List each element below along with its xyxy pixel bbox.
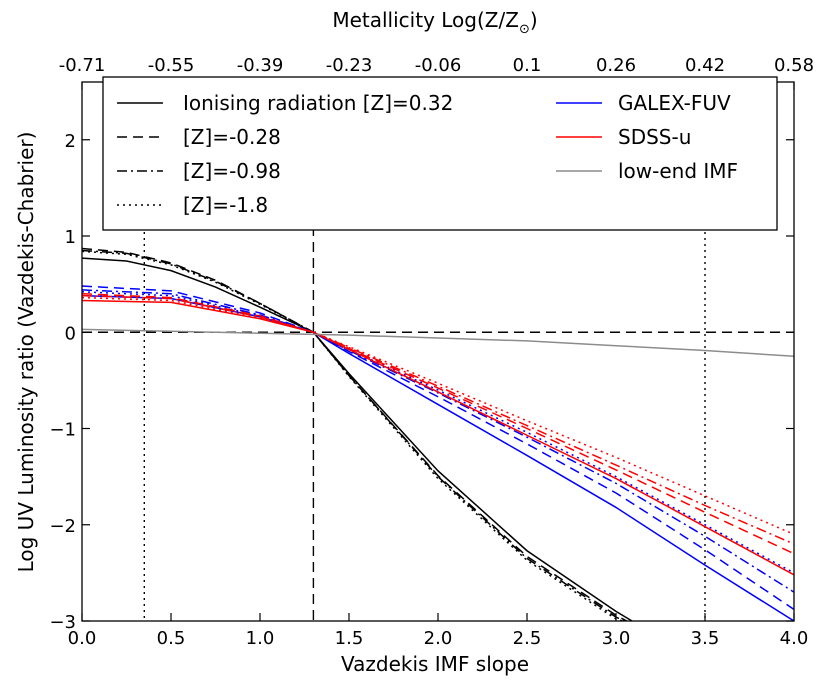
y-tick-label: 2: [65, 131, 76, 152]
series-line-5: [82, 285, 794, 611]
legend-label: [Z]=-1.8: [183, 193, 268, 217]
series-line-10: [82, 294, 794, 545]
x-tick-label: 4.0: [780, 628, 809, 649]
top-axis-title-subscript: ⊙: [519, 22, 530, 37]
x-tick-label: 0.0: [68, 628, 97, 649]
top-tick-label: -0.06: [415, 55, 462, 76]
y-tick-label: 1: [65, 227, 76, 248]
x-axis-title: Vazdekis IMF slope: [341, 652, 529, 676]
y-axis-title: Log UV Luminosity ratio (Vazdekis-Chabri…: [14, 132, 38, 573]
y-tick-label: −2: [49, 516, 76, 537]
x-tick-label: 0.5: [157, 628, 186, 649]
legend-label: [Z]=-0.98: [183, 159, 281, 183]
top-tick-label: -0.23: [326, 55, 373, 76]
series-line-7: [82, 291, 794, 574]
legend-label: low-end IMF: [618, 159, 738, 183]
legend-label: [Z]=-0.28: [183, 125, 281, 149]
top-tick-label: -0.39: [237, 55, 284, 76]
x-tick-label: 3.5: [691, 628, 720, 649]
series-line-6: [82, 289, 794, 593]
legend-label: Ionising radiation [Z]=0.32: [183, 91, 453, 115]
x-tick-label: 2.5: [513, 628, 542, 649]
top-tick-label: 0.42: [685, 55, 725, 76]
top-tick-label: -0.71: [59, 55, 106, 76]
top-tick-label: -0.55: [148, 55, 195, 76]
x-tick-label: 1.5: [335, 628, 364, 649]
top-tick-label: 0.58: [774, 55, 814, 76]
x-tick-label: 1.0: [246, 628, 275, 649]
legend-label: SDSS-u: [618, 125, 691, 149]
legend: Ionising radiation [Z]=0.32 [Z]=-0.28 [Z]=…: [102, 76, 778, 231]
axis-ticks: 0.0 0.5 1.0 1.5 2.0 2.5 3.0 3.5 4.0 -0.71 -0.55 -0.…: [49, 55, 814, 649]
top-axis-title-main: Metallicity Log(Z/Z: [332, 8, 519, 32]
series-line-8: [82, 299, 794, 576]
y-tick-label: 0: [65, 323, 76, 344]
x-tick-label: 2.0: [424, 628, 453, 649]
x-tick-label: 3.0: [602, 628, 631, 649]
legend-entries: Ionising radiation [Z]=0.32 [Z]=-0.28 [Z]=…: [117, 91, 738, 217]
series-lines: [82, 247, 794, 621]
legend-label: GALEX-FUV: [618, 91, 731, 115]
legend-box: [102, 76, 778, 231]
series-line-12: [82, 328, 794, 358]
top-axis-title-close: ): [530, 8, 538, 32]
y-tick-label: −3: [49, 612, 76, 633]
top-tick-label: 0.26: [596, 55, 636, 76]
series-line-9: [82, 293, 794, 555]
top-axis-title: Metallicity Log(Z/Z⊙): [332, 8, 537, 37]
top-tick-label: 0.1: [513, 55, 542, 76]
y-tick-label: −1: [49, 420, 76, 441]
